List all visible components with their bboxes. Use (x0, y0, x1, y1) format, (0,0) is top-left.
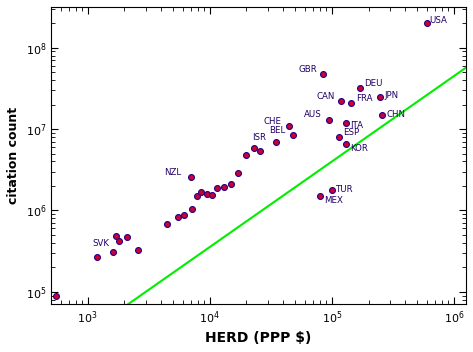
Text: NZL: NZL (165, 168, 182, 177)
Point (319, 71, 327, 76)
Point (342, 142, 350, 147)
Point (213, 185, 221, 190)
Text: CAN: CAN (316, 93, 335, 101)
Point (272, 139, 280, 144)
Point (338, 98, 345, 104)
Point (423, 20, 430, 26)
Text: USA: USA (429, 16, 447, 25)
Text: FRA: FRA (356, 94, 372, 103)
Point (109, 249, 116, 254)
Point (115, 238, 123, 244)
Text: CHE: CHE (263, 117, 281, 126)
Point (379, 112, 386, 118)
Text: TUR: TUR (336, 185, 353, 194)
Text: JPN: JPN (385, 91, 399, 100)
Text: DEU: DEU (364, 79, 383, 88)
Point (348, 100, 355, 106)
Point (123, 234, 131, 240)
Point (197, 189, 205, 195)
Point (187, 174, 194, 180)
Text: SVK: SVK (92, 239, 109, 248)
Point (220, 184, 228, 190)
Point (209, 192, 216, 198)
Point (174, 215, 182, 220)
Point (94, 254, 101, 259)
Point (193, 193, 200, 199)
Text: KOR: KOR (350, 144, 368, 153)
Point (203, 191, 211, 197)
X-axis label: HERD (PPP $): HERD (PPP $) (205, 331, 312, 345)
Point (328, 187, 335, 193)
Point (325, 117, 333, 122)
Point (286, 123, 293, 128)
Point (316, 193, 324, 199)
Point (234, 170, 242, 176)
Point (228, 181, 235, 187)
Point (181, 213, 188, 218)
Text: AUS: AUS (304, 110, 322, 119)
Point (342, 120, 350, 125)
Text: BEL: BEL (269, 126, 286, 135)
Point (256, 149, 264, 154)
Text: GBR: GBR (298, 65, 317, 74)
Point (112, 234, 120, 239)
Y-axis label: citation count: citation count (7, 107, 20, 204)
Point (377, 94, 384, 100)
Point (250, 145, 258, 151)
Text: ESP: ESP (343, 128, 359, 137)
Text: ISR: ISR (253, 133, 266, 142)
Text: CHN: CHN (386, 110, 405, 119)
Point (243, 152, 250, 158)
Text: MEX: MEX (324, 196, 343, 205)
Point (189, 206, 196, 212)
Point (52, 294, 60, 299)
Text: ITA: ITA (350, 121, 363, 130)
Point (134, 247, 142, 252)
Point (356, 85, 364, 91)
Point (164, 221, 171, 227)
Point (289, 132, 297, 138)
Point (335, 134, 343, 140)
